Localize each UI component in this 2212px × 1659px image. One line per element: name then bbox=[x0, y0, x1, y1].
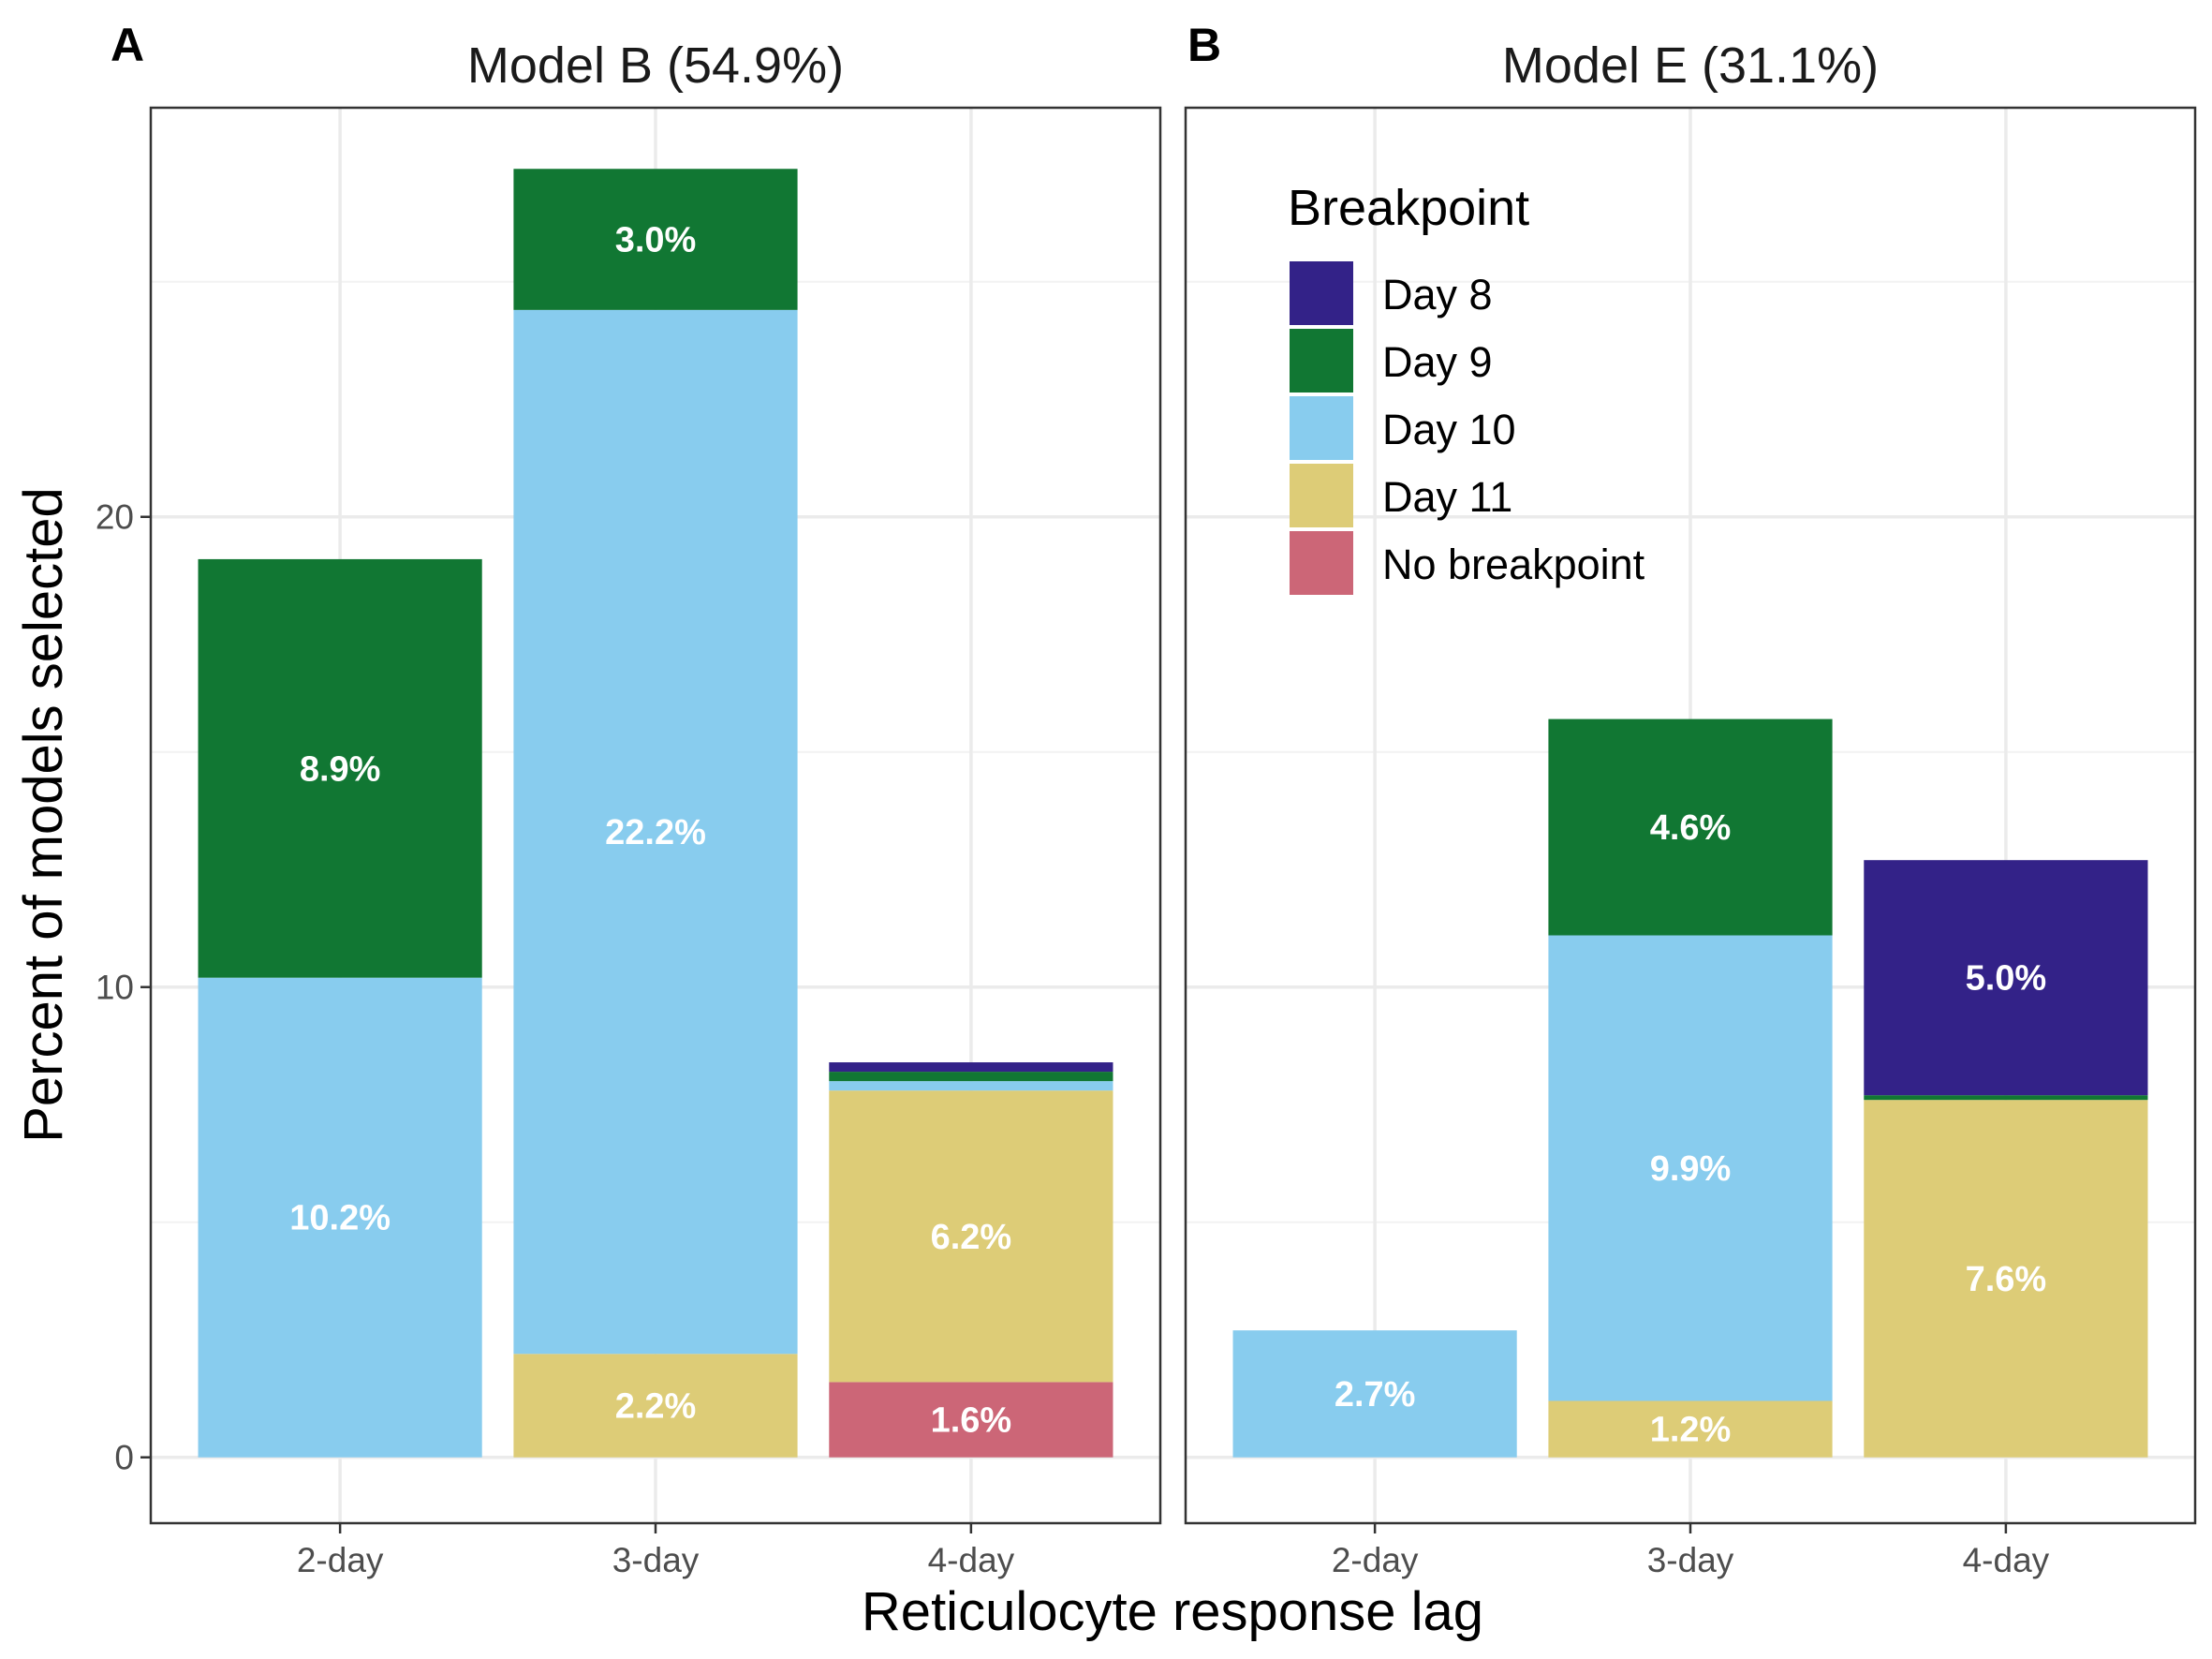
bar-value-label: 7.6% bbox=[1966, 1260, 2047, 1299]
panel-b-letter: B bbox=[1187, 19, 1221, 71]
bar-value-label: 1.6% bbox=[931, 1401, 1012, 1441]
bar-value-label: 1.2% bbox=[1650, 1411, 1732, 1450]
panel-b: B Model E (31.1%) 2.7% 1.2% 9.9% 4.6% 7.6% 5.… bbox=[1184, 19, 2197, 1579]
bar-segment-day-11 bbox=[1864, 1100, 2148, 1458]
bar-segment-day-8 bbox=[829, 1062, 1113, 1073]
panel-b-title: Model E (31.1%) bbox=[1502, 37, 1879, 94]
legend-swatch-day-11 bbox=[1290, 464, 1353, 527]
x-tick-label: 4-day bbox=[1963, 1541, 2050, 1579]
legend-title: Breakpoint bbox=[1288, 180, 1529, 236]
legend-swatch-day-8 bbox=[1290, 261, 1353, 325]
bar-segment-day-9 bbox=[829, 1072, 1113, 1082]
y-tick-label: 0 bbox=[114, 1439, 134, 1477]
x-tick-label: 3-day bbox=[612, 1541, 700, 1579]
panel-b-bars bbox=[1232, 718, 2148, 1458]
panel-a-title: Model B (54.9%) bbox=[467, 37, 844, 94]
bar-segment-day-10 bbox=[829, 1081, 1113, 1091]
bar-value-label: 6.2% bbox=[931, 1218, 1012, 1257]
bar-value-label: 8.9% bbox=[300, 749, 381, 789]
x-tick-label: 2-day bbox=[297, 1541, 384, 1579]
bar-value-label: 9.9% bbox=[1650, 1149, 1732, 1189]
legend-label-day-11: Day 11 bbox=[1382, 473, 1512, 521]
legend-label-day-9: Day 9 bbox=[1382, 338, 1493, 386]
legend-label-no-breakpoint: No breakpoint bbox=[1382, 541, 1645, 588]
bar-segment-no-breakpoint bbox=[829, 1382, 1113, 1458]
panel-b-bar-labels: 2.7% 1.2% 9.9% 4.6% 7.6% 5.0% bbox=[1335, 808, 2046, 1450]
y-axis-title: Percent of models selected bbox=[13, 487, 74, 1143]
panel-b-x-axis: 2-day 3-day 4-day bbox=[1332, 1523, 2050, 1579]
bar-segment-day-11 bbox=[1548, 1400, 1833, 1458]
bar-segment-day-10 bbox=[513, 309, 798, 1355]
panel-a: A Model B (54.9%) 10.2% 8.9% 2.2% 22.2% 3.0%… bbox=[96, 19, 1162, 1579]
legend: Breakpoint Day 8 Day 9 Day 10 Day 11 No … bbox=[1288, 180, 1645, 595]
panel-a-x-axis: 2-day 3-day 4-day bbox=[297, 1523, 1015, 1579]
bar-segment-day-10 bbox=[1548, 935, 1833, 1401]
panel-a-bars bbox=[198, 169, 1113, 1458]
bar-segment-day-9 bbox=[198, 558, 482, 978]
bar-value-label: 22.2% bbox=[605, 813, 706, 852]
legend-swatch-day-10 bbox=[1290, 396, 1353, 460]
x-tick-label: 4-day bbox=[928, 1541, 1015, 1579]
bar-value-label: 10.2% bbox=[289, 1199, 391, 1238]
y-tick-label: 20 bbox=[96, 498, 134, 537]
bar-value-label: 5.0% bbox=[1966, 959, 2047, 999]
bar-segment-day-9 bbox=[1864, 1095, 2148, 1101]
x-axis-title: Reticulocyte response lag bbox=[862, 1581, 1483, 1642]
bar-segment-day-11 bbox=[513, 1354, 798, 1458]
bar-value-label: 3.0% bbox=[615, 221, 697, 260]
bar-segment-day-9 bbox=[513, 169, 798, 310]
bar-value-label: 4.6% bbox=[1650, 808, 1732, 848]
panel-a-bar-labels: 10.2% 8.9% 2.2% 22.2% 3.0% 1.6% 6.2% bbox=[289, 221, 1011, 1441]
x-tick-label: 2-day bbox=[1332, 1541, 1419, 1579]
legend-swatch-no-breakpoint bbox=[1290, 531, 1353, 595]
bar-value-label: 2.2% bbox=[615, 1387, 697, 1427]
bar-segment-day-10 bbox=[1232, 1330, 1517, 1458]
bar-value-label: 2.7% bbox=[1335, 1375, 1416, 1415]
x-tick-label: 3-day bbox=[1647, 1541, 1734, 1579]
legend-label-day-8: Day 8 bbox=[1382, 271, 1493, 318]
bar-segment-day-9 bbox=[1548, 718, 1833, 936]
y-tick-label: 10 bbox=[96, 969, 134, 1007]
bar-segment-day-8 bbox=[1864, 860, 2148, 1096]
panel-a-letter: A bbox=[111, 19, 144, 71]
bar-segment-day-10 bbox=[198, 977, 482, 1458]
legend-swatch-day-9 bbox=[1290, 329, 1353, 393]
legend-label-day-10: Day 10 bbox=[1382, 406, 1516, 453]
panel-a-y-axis: 0 10 20 bbox=[96, 498, 151, 1477]
bar-segment-day-11 bbox=[829, 1090, 1113, 1383]
